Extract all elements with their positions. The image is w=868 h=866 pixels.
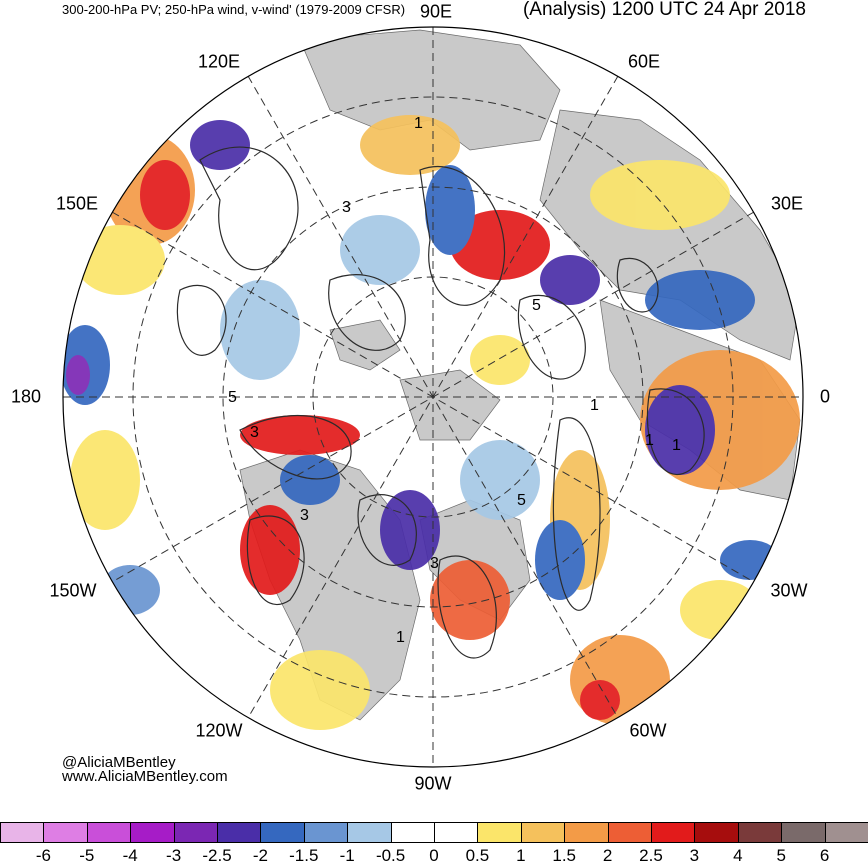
contour-labels: 1 3 5 3 1 5 1 3 1 5 3 1 <box>228 115 681 646</box>
colorbar-swatch <box>824 822 868 843</box>
contour-label: 1 <box>590 397 599 414</box>
anomaly-shading <box>63 115 800 730</box>
lon-label-150e: 150E <box>55 193 99 214</box>
colorbar-tick-label: 2.5 <box>639 846 663 865</box>
map-title-left: 300-200-hPa PV; 250-hPa wind, v-wind' (1… <box>62 2 406 17</box>
colorbar-swatch <box>434 822 479 843</box>
colorbar-swatch <box>564 822 609 843</box>
lon-label-120e: 120E <box>197 51 241 72</box>
map-grid <box>63 27 803 767</box>
lon-label-90w: 90W <box>414 773 452 794</box>
colorbar-tick-label: 0 <box>429 846 439 865</box>
lon-label-0: 0 <box>819 386 831 407</box>
map-boundary <box>62 26 804 768</box>
contour-label: 1 <box>414 115 423 132</box>
colorbar-tick-label: 4 <box>733 846 743 865</box>
contour-label: 3 <box>300 507 309 524</box>
lon-label-150w: 150W <box>49 580 97 601</box>
colorbar-tick-label: -3 <box>166 846 182 865</box>
colorbar-tick-label: 6 <box>819 846 830 865</box>
colorbar-swatch <box>520 822 566 843</box>
lon-label-60w: 60W <box>629 720 667 741</box>
contour-label: 1 <box>645 432 654 449</box>
colorbar-swatch <box>607 822 652 843</box>
colorbar-tick-label: 0.5 <box>465 846 490 865</box>
polar-map: 1 3 5 3 1 5 1 3 1 5 3 1 <box>62 26 804 768</box>
lon-label-120w: 120W <box>195 720 243 741</box>
colorbar-tick-label: -4 <box>122 846 138 865</box>
colorbar-swatch <box>477 822 522 843</box>
colorbar-tick-label: 1.5 <box>552 846 577 865</box>
colorbar-swatch <box>0 822 45 843</box>
colorbar: -6 -5 -4 -3 -2.5 -2 -1.5 -1 -0.5 0 0.5 1 1.5 2 2.5 3 4 5 6 <box>0 822 868 865</box>
colorbar-swatch <box>260 822 305 843</box>
contour-label: 3 <box>250 424 259 441</box>
contour-label: 1 <box>672 437 681 454</box>
colorbar-swatch <box>694 822 739 843</box>
colorbar-tick-label: 5 <box>776 846 786 865</box>
colorbar-swatch <box>651 822 696 843</box>
lon-label-30w: 30W <box>770 580 808 601</box>
colorbar-swatch <box>303 822 349 843</box>
colorbar-swatch <box>781 822 826 843</box>
credit-handle: @AliciaMBentley <box>62 754 176 771</box>
contour-label: 5 <box>228 389 237 406</box>
credit-url: www.AliciaMBentley.com <box>62 768 228 785</box>
colorbar-swatch <box>347 822 392 843</box>
lon-label-90e: 90E <box>419 1 453 22</box>
colorbar-tick-label: -2.5 <box>202 846 232 865</box>
lon-label-60e: 60E <box>627 51 661 72</box>
colorbar-tick-label: -6 <box>35 846 51 865</box>
contour-label: 5 <box>532 297 541 314</box>
colorbar-swatch <box>86 822 132 843</box>
colorbar-tick-label: -2 <box>252 846 268 865</box>
contour-label: 3 <box>430 555 439 572</box>
colorbar-swatch <box>130 822 175 843</box>
colorbar-tick-label: -5 <box>79 846 95 865</box>
lon-label-30e: 30E <box>770 193 804 214</box>
colorbar-swatch <box>43 822 88 843</box>
colorbar-swatch <box>173 822 218 843</box>
contour-label: 1 <box>396 629 405 646</box>
colorbar-swatch <box>217 822 262 843</box>
colorbar-swatch <box>390 822 435 843</box>
colorbar-swatch <box>737 822 783 843</box>
colorbar-tick-label: 2 <box>602 846 613 865</box>
colorbar-tick-label: -1.5 <box>289 846 319 865</box>
contour-label: 5 <box>517 492 526 509</box>
colorbar-tick-label: -1 <box>339 846 355 865</box>
colorbar-tick-label: -0.5 <box>375 846 406 865</box>
contour-label: 3 <box>342 199 351 216</box>
colorbar-tick-label: 1 <box>516 846 526 865</box>
colorbar-tick-label: 3 <box>689 846 700 865</box>
map-title-right: (Analysis) 1200 UTC 24 Apr 2018 <box>522 0 806 20</box>
lon-label-180: 180 <box>10 386 42 407</box>
